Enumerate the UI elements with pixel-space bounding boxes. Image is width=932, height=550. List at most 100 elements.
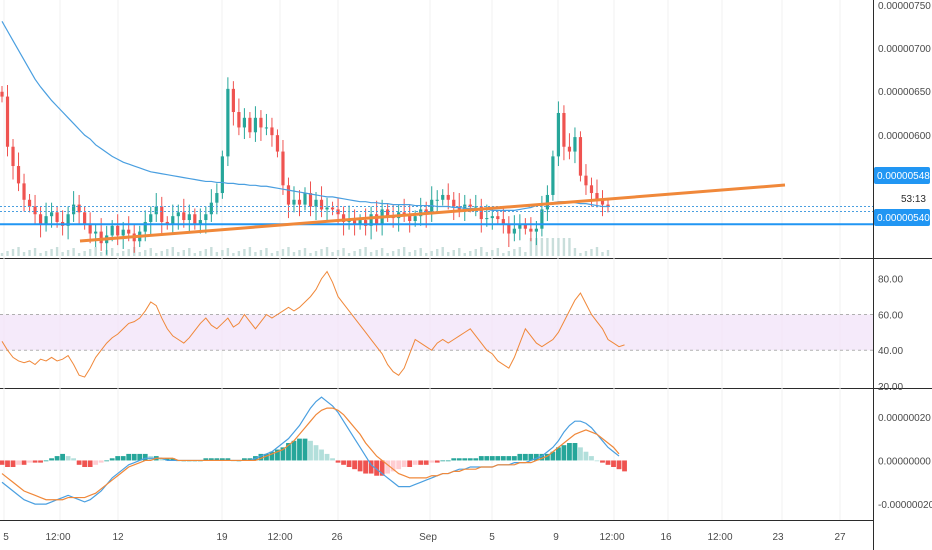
macd-histogram (0, 438, 627, 476)
candle-body (551, 156, 555, 195)
price-axis-tick: 0.00000700 (878, 44, 931, 55)
candle-body (143, 221, 147, 232)
candle-body (198, 220, 202, 224)
price-badge-line: 0.00000540 (874, 209, 930, 226)
rsi-panel[interactable] (0, 270, 873, 378)
macd-panel[interactable] (0, 396, 627, 505)
macd-histogram-bar (131, 453, 137, 461)
candle-body (578, 137, 583, 176)
candle-body (600, 199, 605, 205)
candle-body (402, 212, 406, 215)
macd-histogram-bar (341, 460, 346, 465)
last-price-label: 0.00000548 (877, 171, 930, 182)
candle-body (369, 214, 373, 226)
macd-axis-tick: 0.00000020 (878, 413, 931, 424)
candle-body (496, 216, 500, 220)
candle-body (121, 229, 125, 236)
candle-body (567, 146, 572, 152)
candle-body (485, 218, 489, 220)
candle-body (468, 204, 472, 207)
trendline[interactable] (79, 183, 786, 243)
candle-body (22, 183, 26, 200)
candle-body (237, 112, 241, 128)
macd-histogram-bar (600, 460, 605, 463)
candle-body (446, 194, 450, 200)
time-axis-tick: 12:00 (267, 532, 292, 543)
macd-histogram-bar (506, 456, 512, 461)
time-axis-tick: 19 (216, 532, 228, 543)
time-axis-tick: 23 (772, 532, 784, 543)
macd-histogram-bar (467, 458, 473, 461)
candle-body (325, 207, 329, 210)
macd-histogram-bar (335, 460, 341, 463)
macd-histogram-bar (115, 456, 121, 461)
candle-body (176, 212, 180, 217)
macd-histogram-bar (385, 460, 391, 474)
macd-histogram-bar (352, 460, 357, 470)
macd-histogram-bar (104, 460, 110, 462)
candle-body (55, 212, 59, 222)
macd-histogram-bar (203, 458, 209, 461)
macd-histogram-bar (214, 458, 220, 461)
rsi-axis-tick: 20.00 (878, 382, 903, 393)
candle-body (556, 112, 561, 157)
macd-histogram-bar (324, 453, 330, 461)
candle-body (523, 223, 527, 229)
macd-histogram-bar (622, 460, 627, 472)
time-axis-tick: 5 (489, 532, 495, 543)
y-axis-labels: 0.00000750 0.00000700 0.00000650 0.00000600… (878, 1, 932, 511)
candle-body (215, 193, 219, 203)
candle-body (149, 214, 153, 222)
macd-histogram-bar (264, 453, 269, 461)
macd-histogram-bar (489, 456, 495, 461)
macd-histogram-bar (302, 438, 308, 461)
macd-histogram-bar (528, 453, 534, 461)
candle-body (38, 214, 43, 224)
candle-body (209, 202, 213, 215)
macd-histogram-bar (434, 460, 440, 463)
macd-histogram-bar (346, 460, 352, 467)
macd-histogram-bar (82, 460, 88, 467)
macd-histogram-bar (445, 460, 451, 462)
price-panel[interactable] (0, 21, 873, 256)
macd-histogram-bar (330, 458, 335, 461)
macd-histogram-bar (511, 456, 517, 461)
macd-histogram-bar (286, 443, 291, 461)
candle-body (562, 112, 566, 147)
macd-histogram-bar (533, 453, 539, 461)
candle-body (49, 212, 54, 217)
macd-histogram-bar (219, 458, 225, 461)
macd-histogram-bar (54, 456, 60, 461)
macd-histogram-bar (258, 453, 264, 461)
macd-histogram-bar (495, 456, 501, 461)
macd-histogram-bar (440, 460, 446, 462)
candle-body (589, 185, 594, 194)
time-axis-tick: 12:00 (599, 532, 624, 543)
macd-histogram-bar (616, 460, 622, 470)
time-axis-tick: Sep (419, 532, 437, 543)
candle-body (330, 207, 335, 210)
time-axis-tick: 27 (834, 532, 846, 543)
candle-body (534, 228, 538, 232)
price-axis-tick: 0.00000600 (878, 131, 931, 142)
candle-body (182, 212, 186, 221)
macd-histogram-bar (71, 458, 77, 461)
macd-histogram-bar (87, 460, 93, 467)
candle-body (231, 88, 235, 113)
candle-body (0, 91, 4, 97)
candle-body (512, 228, 516, 234)
macd-histogram-bar (275, 449, 280, 461)
candle-body (16, 166, 21, 184)
time-axis-tick: 9 (553, 532, 559, 543)
macd-histogram-bar (379, 460, 385, 476)
candle-body (452, 199, 456, 207)
macd-histogram-bar (297, 438, 302, 461)
macd-signal-line (1, 407, 620, 501)
candle-body (77, 204, 81, 213)
candle-body (286, 185, 291, 205)
macd-histogram-bar (38, 460, 43, 463)
macd-histogram-bar (247, 458, 253, 461)
candle-body (259, 117, 263, 128)
candle-body (358, 220, 362, 224)
